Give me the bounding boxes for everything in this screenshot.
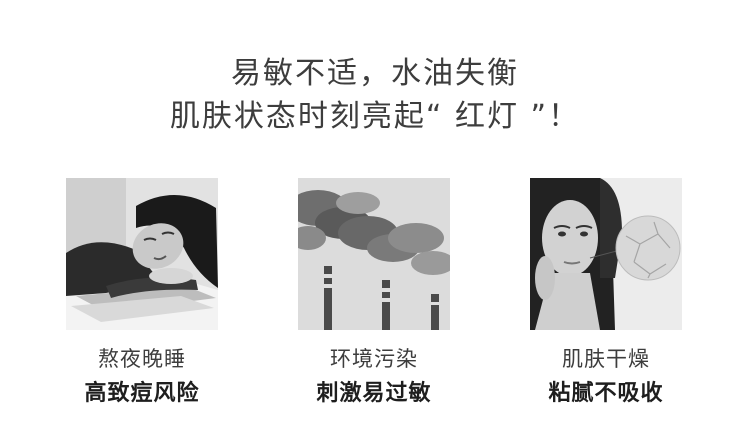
card-title: 肌肤干燥 bbox=[562, 347, 650, 371]
card-pollution: 环境污染 刺激易过敏 bbox=[298, 178, 450, 406]
card-title: 熬夜晚睡 bbox=[98, 347, 186, 371]
card-subtitle: 高致痘风险 bbox=[84, 381, 200, 406]
factory-smoke-photo bbox=[298, 178, 450, 330]
sleeping-woman-photo bbox=[66, 178, 218, 330]
card-late-night: 熬夜晚睡 高致痘风险 bbox=[66, 178, 218, 406]
card-subtitle: 刺激易过敏 bbox=[316, 381, 432, 406]
headline-line-2: 肌肤状态时刻亮起“ 红灯 ”！ bbox=[169, 99, 581, 134]
card-subtitle: 粘腻不吸收 bbox=[548, 381, 664, 406]
dry-skin-woman-photo bbox=[530, 178, 682, 330]
headline-line-1: 易敏不适，水油失衡 bbox=[231, 56, 519, 91]
card-dry-skin: 肌肤干燥 粘腻不吸收 bbox=[530, 178, 682, 406]
card-title: 环境污染 bbox=[330, 347, 418, 371]
